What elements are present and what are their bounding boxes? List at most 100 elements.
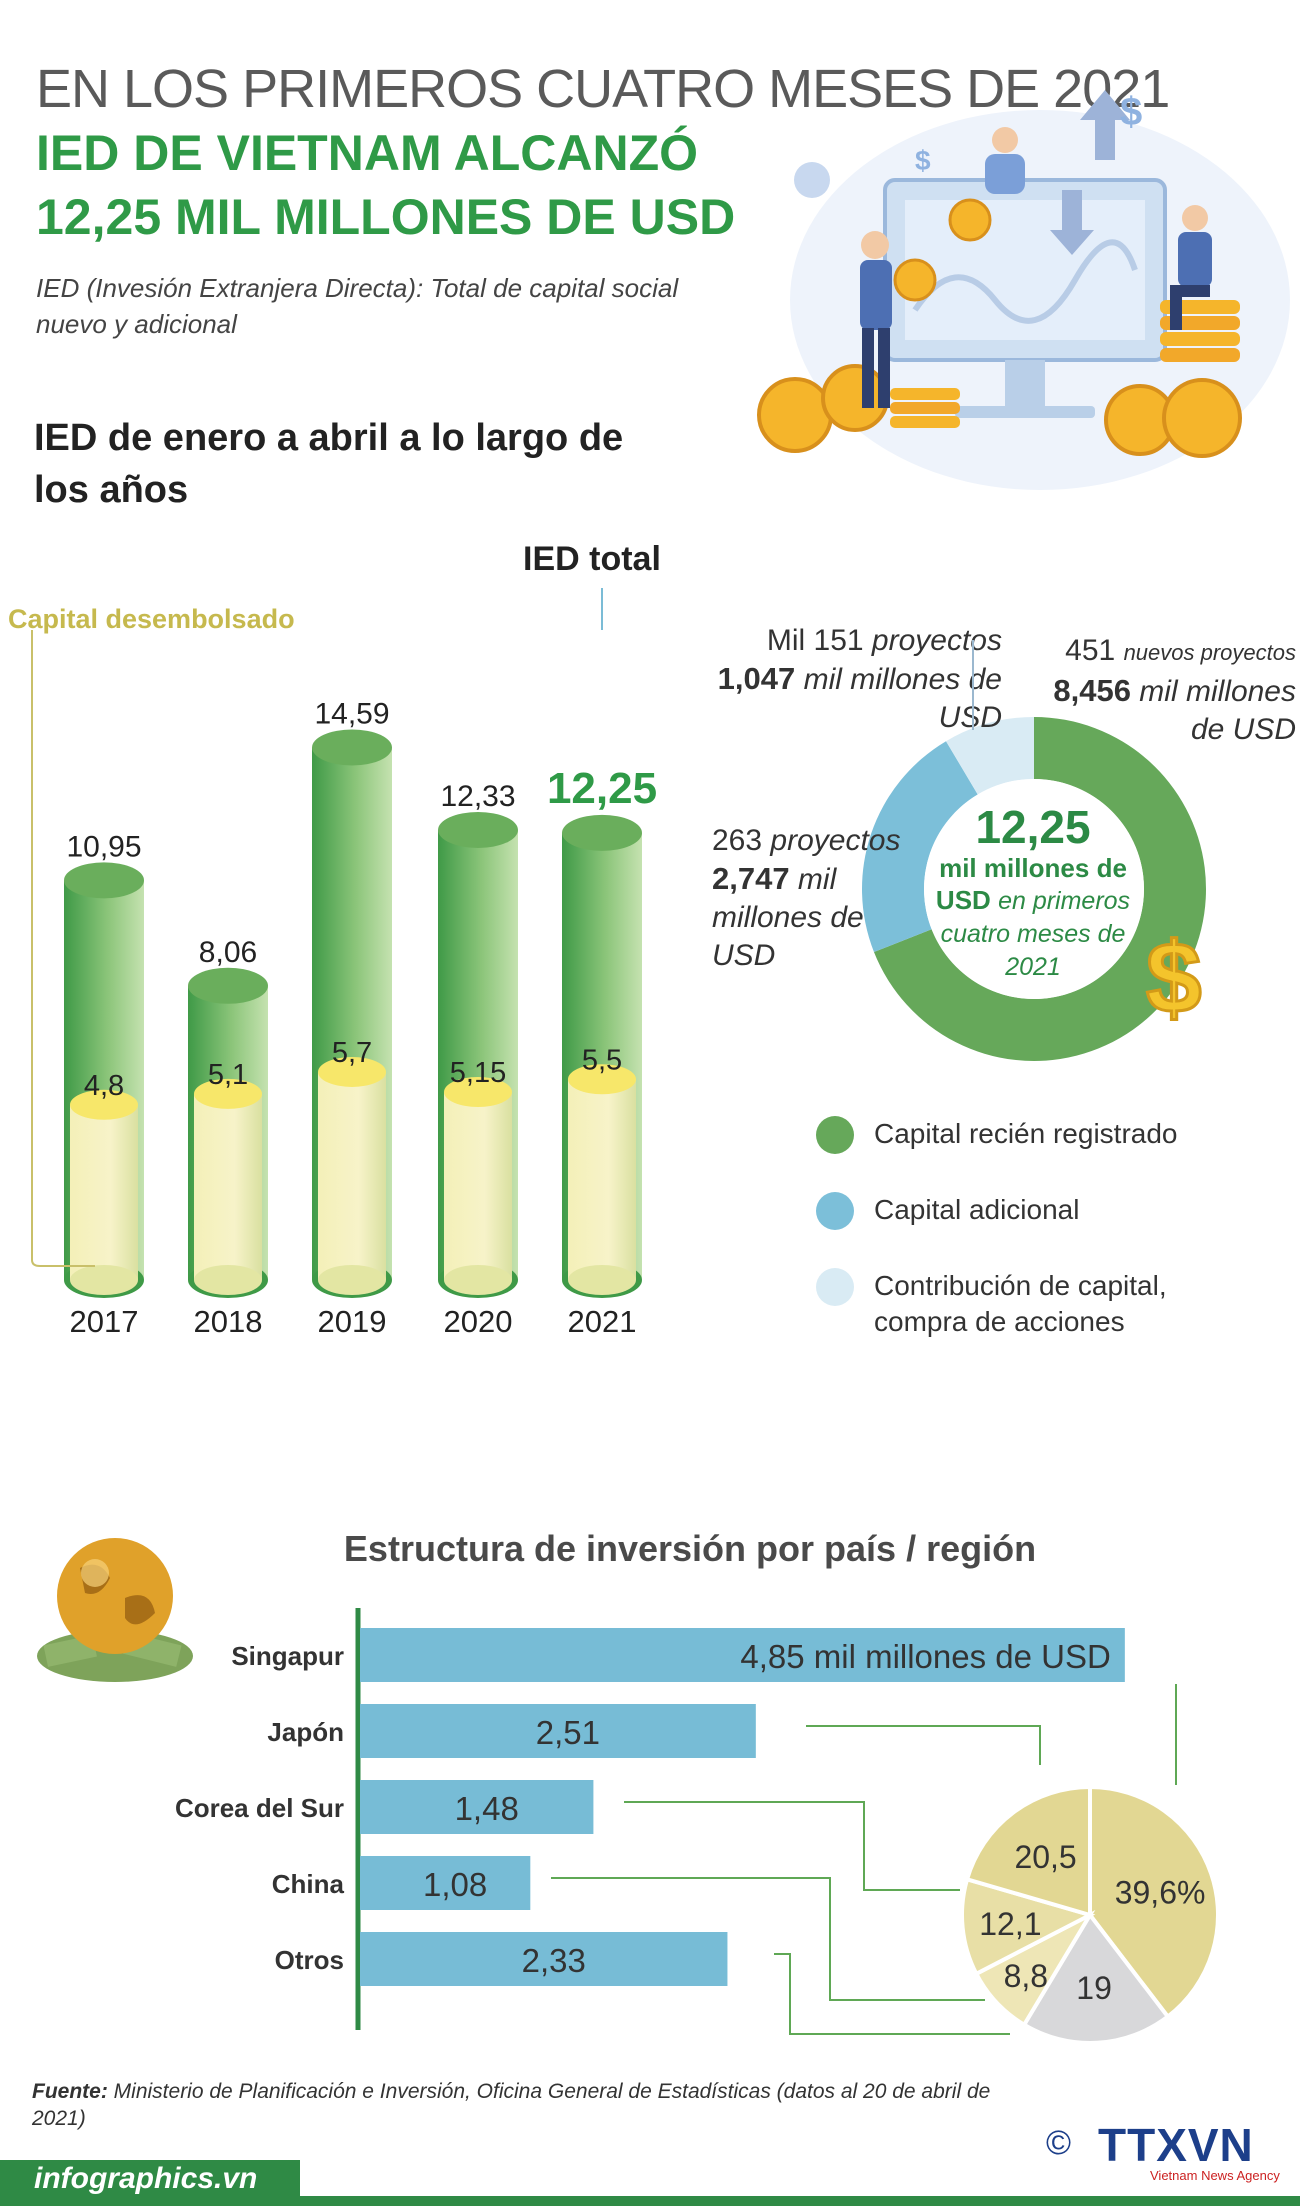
total-value-label: 8,06 [199,936,257,969]
country-value-label: 4,85 mil millones de USD [740,1638,1110,1675]
shares-value: 1,047 [717,661,796,696]
year-tick-label: 2019 [318,1304,387,1339]
country-label: China [272,1869,345,1899]
year-tick-label: 2020 [444,1304,513,1339]
disbursed-bar-base [444,1265,512,1295]
country-pie-slice [1021,1911,1171,2045]
total-bar-top [562,814,642,851]
source-note: Fuente: Ministerio de Planificación e In… [32,2078,992,2132]
total-bar-top [64,862,144,899]
disbursed-bar-body [444,1092,512,1280]
additional-count: 263 [712,824,763,857]
shares-count-text: proyectos [871,624,1002,657]
country-pie-label: 20,5 [1014,1839,1076,1875]
country-pie-label: 39,6% [1115,1874,1206,1910]
year-tick-label: 2018 [194,1304,263,1339]
ied-total-label: IED total [523,540,661,578]
country-label: Corea del Sur [175,1793,344,1823]
businessman-center-icon [948,127,1025,242]
country-label: Singapur [231,1641,344,1671]
country-pie-label: 12,1 [979,1906,1041,1942]
total-bar-top [438,811,518,848]
headline-line2: IED DE VIETNAM ALCANZÓ [36,125,699,181]
disbursed-value-label: 5,15 [450,1057,506,1089]
connector-line [806,1725,1041,1765]
disbursed-bar-base [318,1265,386,1295]
donut-center-label: 12,25 mil millones de USD en primeros cu… [918,802,1148,983]
total-value-label: 12,33 [440,780,515,813]
legend-swatch-additional [816,1192,854,1230]
disbursed-bar-top [318,1056,386,1087]
footer-bar [0,2160,300,2206]
legend-text-new: Capital recién registrado [874,1118,1178,1149]
donut-slice [873,717,1206,1061]
subtitle: IED (Invesión Extranjera Directa): Total… [36,273,679,339]
footer-site-link[interactable]: infographics.vn [34,2162,258,2195]
additional-count-text: proyectos [770,824,901,857]
country-value-label: 2,51 [536,1714,600,1751]
country-pie-slice [964,1784,1092,1918]
country-bar [360,1932,728,1986]
label-new: 451 nuevos proyectos 8,456 mil millones … [1046,632,1296,749]
country-value-label: 2,33 [522,1942,586,1979]
country-pie-label: 19 [1076,1970,1112,2006]
additional-value-text: mil millones de USD [712,863,864,972]
donut-center-value: 12,25 [975,801,1091,853]
business-illustration: $ $ [757,90,1290,490]
businessman-left-icon [860,231,937,408]
donut-center-rest: en primeros cuatro meses de 2021 [940,887,1131,981]
disbursed-bar-base [194,1265,262,1295]
copyright-icon: © [1046,2124,1072,2162]
disbursed-bar-top [568,1064,636,1095]
ttxvn-logo: TTXVN [1098,2119,1254,2171]
disbursed-capital-label: Capital desembolsado [8,604,295,634]
disbursed-bar-top [70,1089,138,1120]
section2-title: Estructura de inversión por país / regió… [343,1528,1037,1569]
shares-count: Mil 151 [766,624,864,657]
country-value-label: 1,08 [423,1866,487,1903]
total-value-label: 14,59 [314,697,389,730]
disbursed-bar-base [70,1265,138,1295]
disbursed-value-label: 5,7 [332,1037,372,1069]
country-pie-slice [1088,1784,1220,2020]
country-pie-slice [960,1876,1096,1977]
total-bar-top [188,967,268,1004]
headline-line3: 12,25 MIL MILLONES DE USD [36,189,736,245]
disbursed-bar-body [70,1104,138,1280]
year-tick-label: 2017 [70,1304,139,1339]
country-label: Japón [267,1717,344,1747]
country-value-label: 1,48 [455,1790,519,1827]
total-bar-top [312,729,392,766]
ied-2021-donut-chart [862,717,1206,1061]
disbursed-value-label: 5,5 [582,1044,622,1076]
legend-text-shares: Contribución de capital, compra de accio… [874,1270,1167,1337]
new-count: 451 [1065,634,1116,667]
headline-line1: EN LOS PRIMEROS CUATRO MESES DE 2021 [36,59,1170,119]
label-shares: Mil 151 proyectos 1,047 mil millones de … [712,622,1002,737]
dollar-sign-icon: $ [1140,920,1220,1036]
country-structure-chart: Singapur 4,85 mil millones de USD Japón 2,5… [175,1608,1220,2045]
shares-leader-line [972,640,974,730]
connector-line [774,1953,1010,2035]
legend-text-additional: Capital adicional [874,1194,1080,1225]
disbursed-value-label: 5,1 [208,1059,248,1091]
section1-title: IED de enero a abril a lo largo de los a… [34,417,624,511]
disbursed-bar-top [194,1078,262,1109]
new-value-text: mil millones de USD [1139,675,1296,746]
country-bar [360,1628,1125,1682]
donut-center-unit2: USD [935,885,991,915]
coin-stack-left-icon [757,364,960,453]
country-bar [360,1704,756,1758]
country-bar [360,1856,531,1910]
disbursed-value-label: 4,8 [84,1070,124,1102]
ied-cylinder-chart: 10,95 4,8 2017 8,06 5,1 2018 14,59 5,7 2019 12,33… [8,540,661,1339]
connector-line [551,1877,985,2001]
disbursed-leader-line-foot [31,1259,95,1267]
donut-center-unit: mil millones de [939,853,1127,883]
svg-text:$: $ [1146,922,1202,1030]
label-additional: 263 proyectos 2,747 mil millones de USD [712,822,932,975]
new-value: 8,456 [1053,673,1131,708]
country-bar [360,1780,594,1834]
new-count-text: nuevos proyectos [1123,640,1296,665]
businessman-right-icon [1170,205,1212,330]
